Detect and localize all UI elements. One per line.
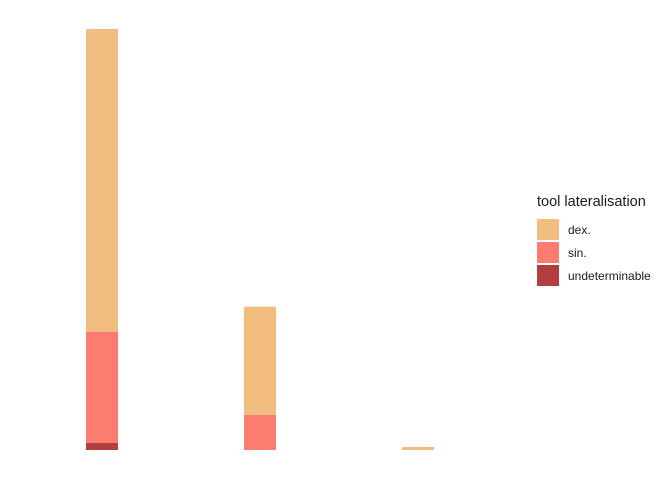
bar-dex-2: [244, 306, 276, 415]
bar-undeterminable-1: [86, 442, 118, 450]
legend-swatch: [537, 242, 559, 263]
legend-label: undeterminable: [568, 268, 651, 283]
legend-item-dex: dex.: [537, 218, 651, 241]
legend-swatch: [537, 219, 559, 240]
bar-dex-3: [402, 446, 434, 450]
legend-item-undeterminable: undeterminable: [537, 264, 651, 287]
legend-label: dex.: [568, 222, 591, 237]
legend-item-sin: sin.: [537, 241, 651, 264]
bar-sin-1: [86, 331, 118, 443]
bar-sin-2: [244, 414, 276, 450]
bar-dex-1: [86, 29, 118, 332]
legend-title: tool lateralisation: [537, 194, 646, 210]
legend: tool lateralisation dex. sin. undeterminab…: [537, 194, 651, 287]
legend-items: dex. sin. undeterminable: [537, 218, 651, 287]
legend-label: sin.: [568, 245, 587, 260]
legend-swatch: [537, 265, 559, 286]
